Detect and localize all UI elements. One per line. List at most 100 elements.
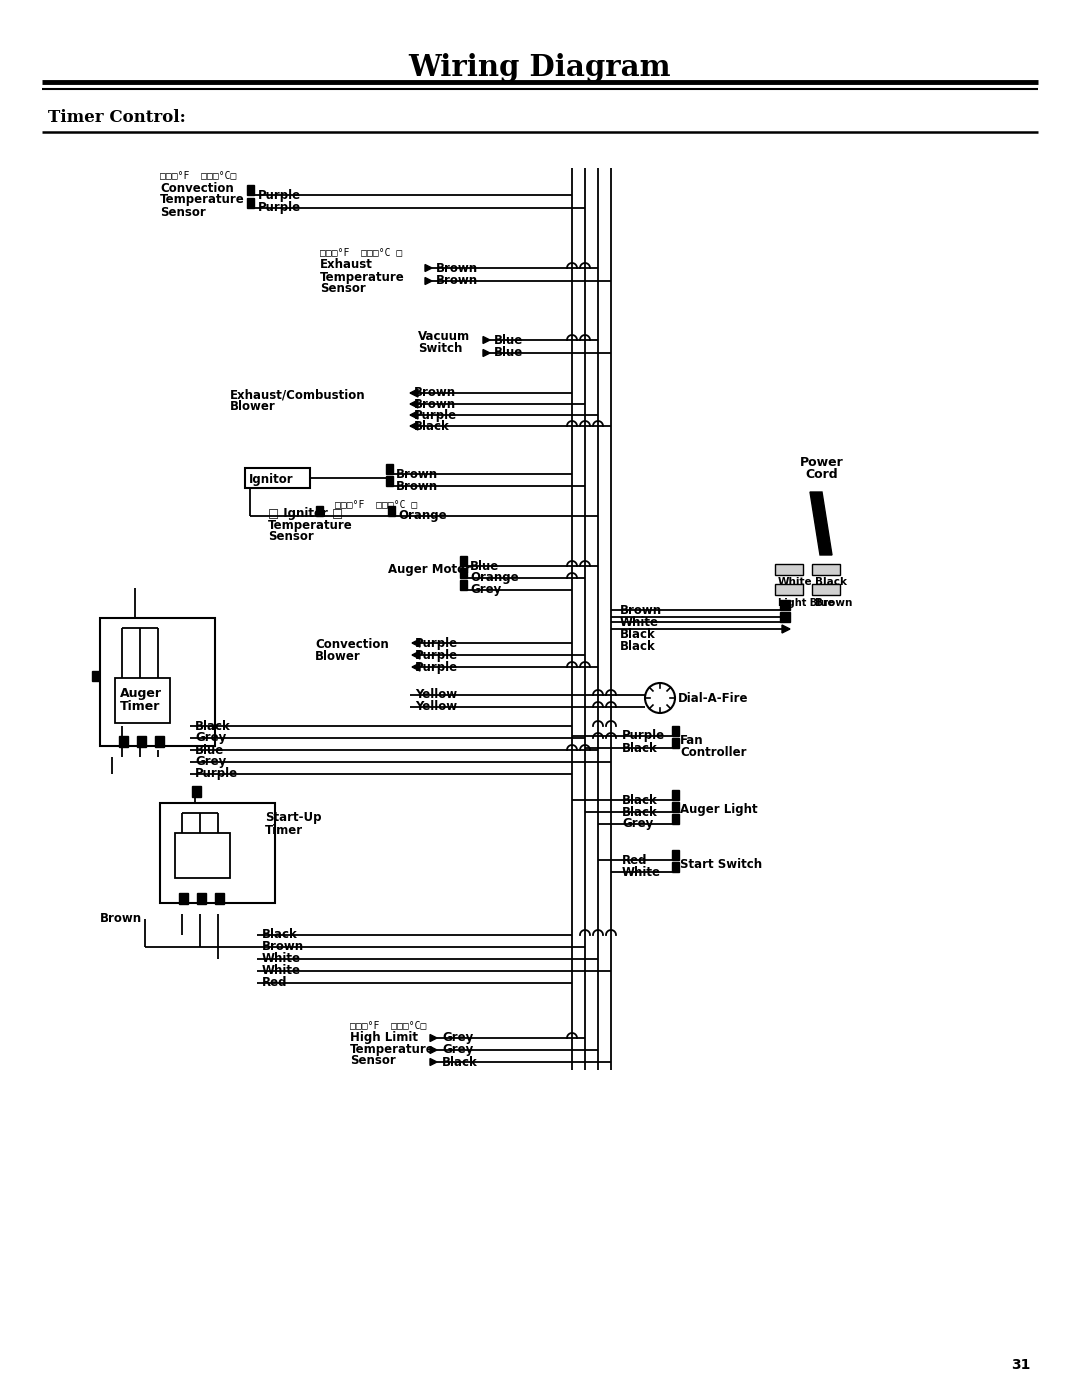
Bar bbox=[672, 789, 679, 800]
Text: □□□°F  □□□°C □: □□□°F □□□°C □ bbox=[320, 247, 402, 257]
Text: □□□V: □□□V bbox=[778, 587, 799, 595]
Text: Black: Black bbox=[620, 640, 656, 652]
Polygon shape bbox=[483, 349, 490, 356]
Text: Brown: Brown bbox=[815, 598, 852, 608]
Text: Brown: Brown bbox=[262, 940, 305, 954]
Text: Exhaust/Combustion: Exhaust/Combustion bbox=[230, 388, 366, 401]
Text: High Limit: High Limit bbox=[350, 1031, 418, 1044]
Text: Auger Light: Auger Light bbox=[680, 803, 758, 816]
Polygon shape bbox=[810, 492, 832, 555]
Text: Convection: Convection bbox=[315, 638, 389, 651]
Bar bbox=[160, 803, 275, 902]
Polygon shape bbox=[410, 422, 418, 430]
Text: Black: Black bbox=[442, 1056, 477, 1069]
Text: Exhaust: Exhaust bbox=[320, 258, 373, 271]
Text: □ Ignitor □: □ Ignitor □ bbox=[268, 507, 343, 520]
Text: Brown: Brown bbox=[436, 274, 478, 288]
Text: Sensor: Sensor bbox=[320, 282, 366, 296]
Text: Purple: Purple bbox=[415, 637, 458, 650]
Text: □□□V: □□□V bbox=[778, 567, 799, 576]
Text: Temperature: Temperature bbox=[160, 194, 245, 207]
Text: Grey: Grey bbox=[622, 817, 653, 830]
Bar bbox=[672, 738, 679, 747]
Text: White: White bbox=[262, 964, 301, 978]
Bar bbox=[316, 506, 323, 515]
Text: Timer: Timer bbox=[265, 823, 303, 837]
Text: Cord: Cord bbox=[806, 468, 838, 482]
Text: □□□V: □□□V bbox=[815, 567, 837, 576]
Text: Blower: Blower bbox=[315, 651, 361, 664]
Bar bbox=[812, 564, 840, 576]
Bar bbox=[245, 468, 310, 488]
Text: Convection: Convection bbox=[160, 182, 233, 194]
Bar bbox=[672, 726, 679, 736]
Text: Black: Black bbox=[622, 793, 658, 806]
Text: Ignitor: Ignitor bbox=[249, 472, 294, 486]
Bar bbox=[780, 612, 789, 622]
Text: Black: Black bbox=[622, 742, 658, 754]
Text: Purple: Purple bbox=[415, 661, 458, 673]
Text: Blue: Blue bbox=[470, 560, 499, 573]
Bar bbox=[179, 893, 188, 904]
Bar bbox=[780, 599, 789, 610]
Bar bbox=[672, 862, 679, 872]
Text: Purple: Purple bbox=[622, 729, 665, 742]
Text: Switch: Switch bbox=[418, 342, 462, 355]
Bar bbox=[460, 569, 467, 578]
Bar bbox=[672, 814, 679, 824]
Text: White: White bbox=[622, 866, 661, 879]
Text: Grey: Grey bbox=[442, 1044, 473, 1056]
Text: Brown: Brown bbox=[396, 468, 438, 481]
Polygon shape bbox=[410, 388, 418, 397]
Bar bbox=[119, 736, 129, 747]
Text: Grey: Grey bbox=[470, 584, 501, 597]
Text: Purple: Purple bbox=[415, 648, 458, 662]
Text: Auger: Auger bbox=[120, 686, 162, 700]
Text: Black: Black bbox=[414, 419, 449, 433]
Polygon shape bbox=[410, 411, 418, 419]
Text: Brown: Brown bbox=[396, 479, 438, 493]
Bar bbox=[197, 893, 206, 904]
Text: Sensor: Sensor bbox=[350, 1055, 395, 1067]
Text: Grey: Grey bbox=[195, 756, 226, 768]
Text: Purple: Purple bbox=[258, 201, 301, 215]
Bar bbox=[114, 678, 170, 724]
Text: Brown: Brown bbox=[414, 398, 456, 411]
Text: Brown: Brown bbox=[414, 387, 456, 400]
Bar bbox=[215, 893, 224, 904]
Polygon shape bbox=[411, 664, 420, 671]
Text: Red: Red bbox=[622, 854, 648, 866]
Bar bbox=[92, 671, 99, 680]
Text: Black: Black bbox=[262, 929, 298, 942]
Text: Black: Black bbox=[815, 577, 847, 587]
Polygon shape bbox=[782, 613, 789, 622]
Text: Purple: Purple bbox=[414, 408, 457, 422]
Bar bbox=[672, 849, 679, 861]
Text: Brown: Brown bbox=[100, 912, 143, 925]
Text: White: White bbox=[262, 953, 301, 965]
Text: Black: Black bbox=[622, 806, 658, 819]
Text: Timer: Timer bbox=[120, 700, 160, 712]
Bar bbox=[388, 506, 395, 515]
Text: Auger Motor: Auger Motor bbox=[388, 563, 471, 577]
Bar bbox=[386, 476, 393, 486]
Text: Purple: Purple bbox=[195, 767, 238, 781]
Bar bbox=[812, 584, 840, 595]
Text: Blue: Blue bbox=[494, 346, 523, 359]
Polygon shape bbox=[430, 1059, 437, 1066]
Text: Grey: Grey bbox=[195, 732, 226, 745]
Text: Grey: Grey bbox=[442, 1031, 473, 1045]
Polygon shape bbox=[782, 624, 789, 633]
Text: Sensor: Sensor bbox=[160, 205, 206, 218]
Polygon shape bbox=[411, 651, 420, 659]
Text: 31: 31 bbox=[1011, 1358, 1030, 1372]
Bar bbox=[460, 580, 467, 590]
Bar bbox=[247, 184, 254, 196]
Text: Vacuum: Vacuum bbox=[418, 331, 470, 344]
Text: White: White bbox=[778, 577, 812, 587]
Text: Blue: Blue bbox=[195, 743, 225, 757]
Text: □□□V: □□□V bbox=[815, 587, 837, 595]
Text: Sensor: Sensor bbox=[268, 531, 314, 543]
Text: Start Switch: Start Switch bbox=[680, 859, 762, 872]
Bar bbox=[460, 556, 467, 566]
